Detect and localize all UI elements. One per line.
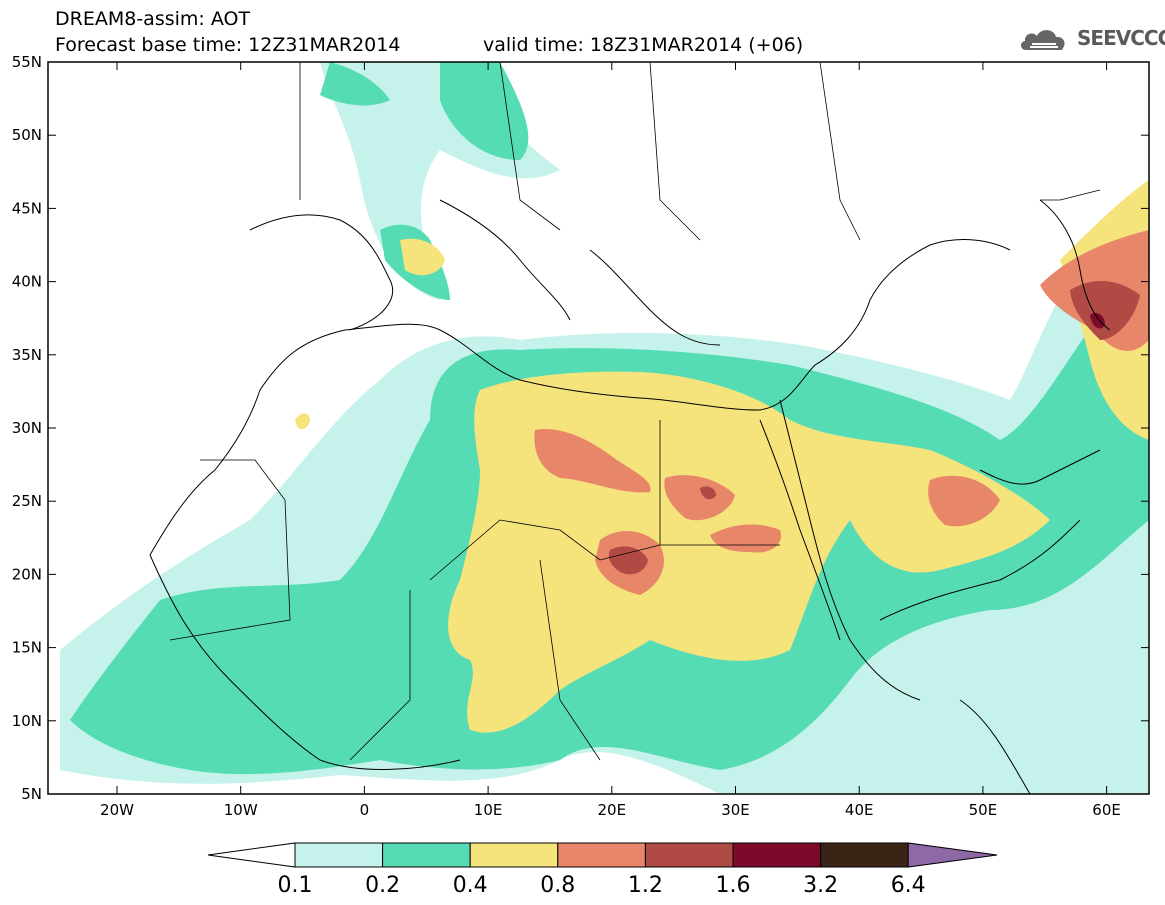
colorbar-segment: [820, 842, 909, 868]
colorbar-label: 6.4: [891, 873, 926, 898]
base-time-label: Forecast base time: 12Z31MAR2014: [55, 34, 401, 56]
colorbar-over-triangle: [907, 842, 998, 868]
colorbar-label: 1.2: [628, 873, 663, 898]
aot-field: [60, 62, 1150, 794]
lat-tick-label: 5N: [21, 785, 42, 803]
colorbar: 0.1 0.2 0.4 0.8 1.2 1.6 3.2 6.4: [207, 842, 998, 898]
colorbar-segment: [732, 842, 822, 868]
colorbar-segment: [469, 842, 559, 868]
colorbar-label: 0.2: [365, 873, 400, 898]
colorbar-label: 0.1: [278, 873, 313, 898]
lat-tick-label: 50N: [12, 126, 42, 144]
lat-tick-label: 20N: [12, 565, 42, 583]
lat-tick-label: 55N: [12, 53, 42, 71]
latitude-axis: 55N 50N 45N 40N 35N 30N 25N 20N 15N 10N 5N: [12, 53, 1149, 803]
colorbar-segment: [557, 842, 646, 868]
lon-tick-label: 0: [360, 801, 370, 819]
colorbar-label: 0.8: [540, 873, 575, 898]
logo-text: SEEVCCC: [1077, 26, 1165, 50]
colorbar-label: 1.6: [716, 873, 751, 898]
lon-tick-label: 20E: [598, 801, 627, 819]
borders: [169, 61, 1101, 761]
longitude-axis: 20W 10W 0 10E 20E 30E 40E 50E 60E: [100, 62, 1121, 819]
lon-tick-label: 20W: [100, 801, 134, 819]
colorbar-label: 3.2: [803, 873, 838, 898]
colorbar-segment: [382, 842, 471, 868]
coastlines: [149, 199, 1111, 795]
lon-tick-label: 60E: [1092, 801, 1121, 819]
lon-tick-label: 50E: [969, 801, 998, 819]
lat-tick-label: 35N: [12, 346, 42, 364]
colorbar-under-triangle: [207, 842, 296, 868]
lon-tick-label: 10W: [224, 801, 258, 819]
lon-tick-label: 10E: [474, 801, 503, 819]
lat-tick-label: 15N: [12, 639, 42, 657]
lat-tick-label: 10N: [12, 712, 42, 730]
colorbar-label: 0.4: [453, 873, 488, 898]
lat-tick-label: 40N: [12, 273, 42, 291]
map-title: DREAM8-assim: AOT: [55, 8, 251, 30]
colorbar-segment: [644, 842, 734, 868]
lat-tick-label: 30N: [12, 419, 42, 437]
lat-tick-label: 25N: [12, 492, 42, 510]
lat-tick-label: 45N: [12, 199, 42, 217]
valid-time-label: valid time: 18Z31MAR2014 (+06): [483, 34, 804, 56]
colorbar-segment: [294, 842, 384, 868]
lon-tick-label: 40E: [845, 801, 874, 819]
cloud-logo-icon: [1020, 30, 1065, 50]
lon-tick-label: 30E: [721, 801, 750, 819]
